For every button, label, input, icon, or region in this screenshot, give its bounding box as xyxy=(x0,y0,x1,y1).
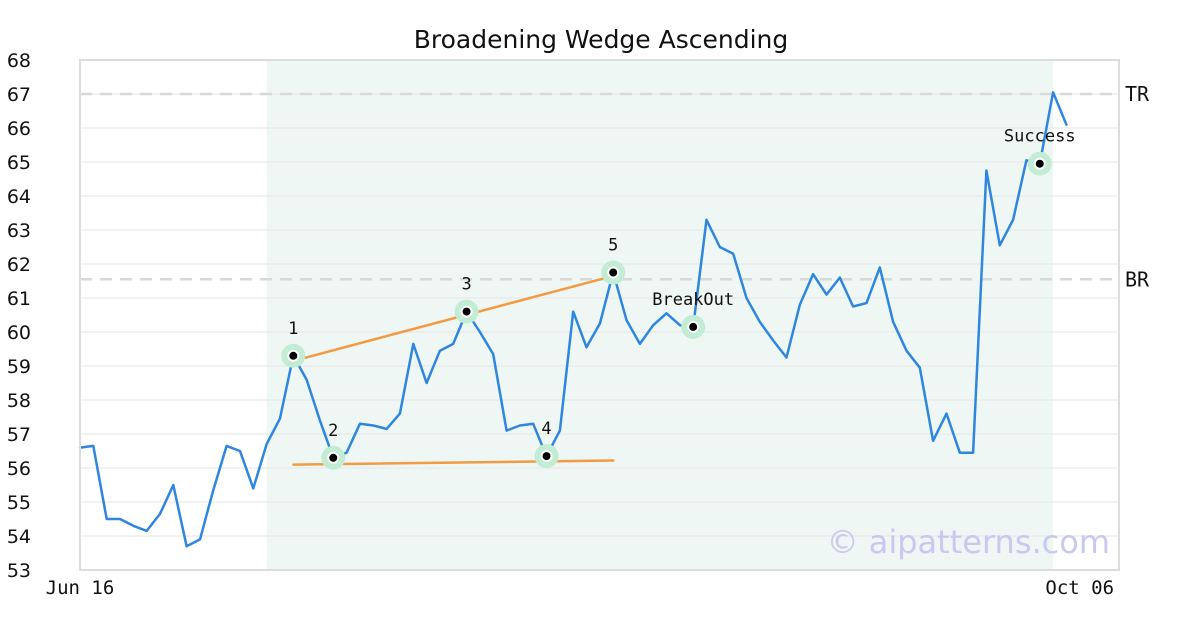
pattern-point-label: 5 xyxy=(608,236,618,256)
pattern-point-marker xyxy=(540,450,553,463)
y-tick-label: 66 xyxy=(7,118,31,140)
trend-line xyxy=(292,459,615,466)
reference-label-br: BR xyxy=(1125,267,1150,291)
pattern-point-marker xyxy=(460,305,473,318)
y-tick-label: 64 xyxy=(7,186,31,208)
y-tick-label: 57 xyxy=(7,424,31,446)
pattern-range-highlight xyxy=(266,60,1054,570)
y-tick-label: 63 xyxy=(7,220,31,242)
price-series-line xyxy=(78,91,1068,548)
pattern-point-marker xyxy=(327,451,340,464)
chart-title: Broadening Wedge Ascending xyxy=(414,25,789,54)
pattern-point-marker xyxy=(1033,157,1046,170)
y-tick-label: 60 xyxy=(7,322,31,344)
y-tick-label: 62 xyxy=(7,254,31,276)
reference-label-tr: TR xyxy=(1125,82,1150,106)
y-tick-label: 58 xyxy=(7,390,31,412)
pattern-point-marker xyxy=(287,349,300,362)
y-tick-label: 56 xyxy=(7,458,31,480)
y-tick-label: 53 xyxy=(7,560,31,582)
pattern-point-label: 4 xyxy=(541,419,551,439)
trend-line-layer xyxy=(292,274,615,466)
x-axis: Jun 16 Oct 06 xyxy=(46,577,1114,599)
pattern-point-label: BreakOut xyxy=(652,290,734,310)
y-tick-label: 61 xyxy=(7,288,31,310)
trend-line xyxy=(292,274,615,363)
pattern-point-marker xyxy=(687,320,700,333)
pattern-point-label: 3 xyxy=(461,275,471,295)
highlight-layer xyxy=(266,60,1054,570)
pattern-point-label: 2 xyxy=(328,421,338,441)
y-tick-label: 67 xyxy=(7,84,31,106)
watermark: © aipatterns.com xyxy=(827,523,1110,561)
grid-layer xyxy=(80,59,1119,571)
pattern-point-layer: 1 2 3 4 5 BreakOut Success xyxy=(281,127,1076,470)
y-axis: 53 54 55 56 57 58 59 60 61 62 63 64 65 66 67 68 xyxy=(7,50,31,582)
plot-frame xyxy=(79,59,1120,571)
x-tick-label: Jun 16 xyxy=(46,577,115,599)
y-tick-label: 54 xyxy=(7,526,31,548)
y-tick-label: 68 xyxy=(7,50,31,72)
y-tick-label: 55 xyxy=(7,492,31,514)
x-tick-label: Oct 06 xyxy=(1045,577,1114,599)
pattern-point-label: 1 xyxy=(288,319,298,339)
reference-line-layer: TR BR xyxy=(80,82,1150,291)
pattern-point-marker xyxy=(607,266,620,279)
y-tick-label: 59 xyxy=(7,356,31,378)
pattern-point-label: Success xyxy=(1004,127,1076,147)
price-line-layer xyxy=(78,91,1068,548)
y-tick-label: 65 xyxy=(7,152,31,174)
